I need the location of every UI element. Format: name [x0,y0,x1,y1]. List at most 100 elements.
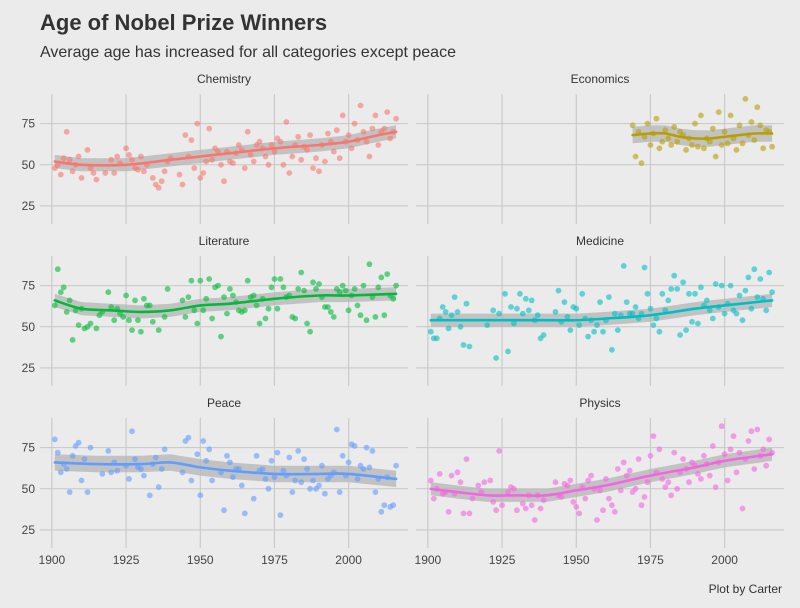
data-point [632,485,639,492]
data-point [662,484,669,490]
data-point [430,495,437,502]
data-point [763,307,770,314]
data-point [650,322,657,328]
data-point [600,507,606,514]
x-tick-label: 1925 [113,553,140,567]
data-point [221,178,227,185]
data-point [363,444,370,451]
data-point [502,290,508,297]
data-point [277,512,284,518]
data-point [709,315,716,322]
data-point [540,497,547,504]
data-point [567,327,574,333]
data-point [375,284,382,291]
data-point [203,158,210,165]
data-point [677,332,683,338]
data-point [310,165,316,172]
data-point [108,156,115,163]
data-point [626,467,633,474]
y-tick-label: 25 [22,523,36,537]
data-point [528,297,535,304]
chart-title: Age of Nobel Prize Winners [40,10,328,35]
facet-label-economics: Economics [571,72,630,86]
x-tick-label: 1975 [637,553,664,567]
data-point [129,156,135,163]
data-point [576,322,583,328]
data-point [695,471,701,477]
x-tick-label: 1950 [187,553,214,567]
data-point [215,282,222,289]
data-point [271,474,278,481]
data-point [730,433,737,439]
data-point [433,335,440,342]
data-point [69,168,76,175]
data-point [307,485,313,492]
data-point [230,292,236,299]
data-point [132,456,138,462]
data-point [369,125,376,132]
data-point [724,140,731,147]
data-point [146,492,153,499]
data-point [531,517,538,523]
data-point [644,479,651,486]
data-point [301,287,307,294]
data-point [674,286,681,292]
data-point [600,328,606,335]
facet-economics: Economics [416,72,784,224]
data-point [393,282,399,289]
data-point [93,325,100,332]
data-point [194,320,201,327]
data-point [336,155,343,162]
data-point [84,489,91,495]
x-tick-label: 1925 [489,553,516,567]
trend-line-peace [53,461,398,481]
data-point [769,143,775,150]
data-point [683,147,689,153]
data-point [351,286,358,292]
data-point [748,119,755,125]
data-point [253,302,260,309]
data-point [576,510,583,517]
data-point [573,504,580,510]
data-point [185,434,192,441]
data-point [644,120,651,127]
data-point [372,314,379,320]
data-point [185,294,192,300]
data-point [325,130,331,137]
data-point [751,266,758,273]
data-point [390,295,397,302]
data-point [313,286,319,292]
data-point [158,466,165,472]
data-point [57,469,64,476]
data-point [683,327,689,333]
data-point [540,332,547,338]
data-point [200,170,207,176]
data-point [191,307,198,314]
data-point [671,449,678,456]
data-point [448,472,455,479]
data-point [310,477,316,484]
data-point [638,502,645,509]
data-point [123,145,129,152]
data-point [659,138,666,145]
data-point [155,184,162,191]
data-point [585,477,591,484]
data-point [442,309,449,315]
data-point [372,112,379,119]
data-point [384,271,391,277]
data-point [712,153,719,160]
data-point [203,457,210,464]
data-point [274,305,281,312]
data-point [123,292,129,299]
trend-line-economics [631,131,774,140]
data-point [289,489,296,495]
data-point [736,122,743,129]
x-tick-label: 1900 [39,553,66,567]
data-point [641,494,648,500]
facet-label-physics: Physics [579,396,620,410]
data-point [534,312,541,319]
data-point [152,454,159,461]
data-point [218,333,224,340]
data-point [271,148,278,155]
